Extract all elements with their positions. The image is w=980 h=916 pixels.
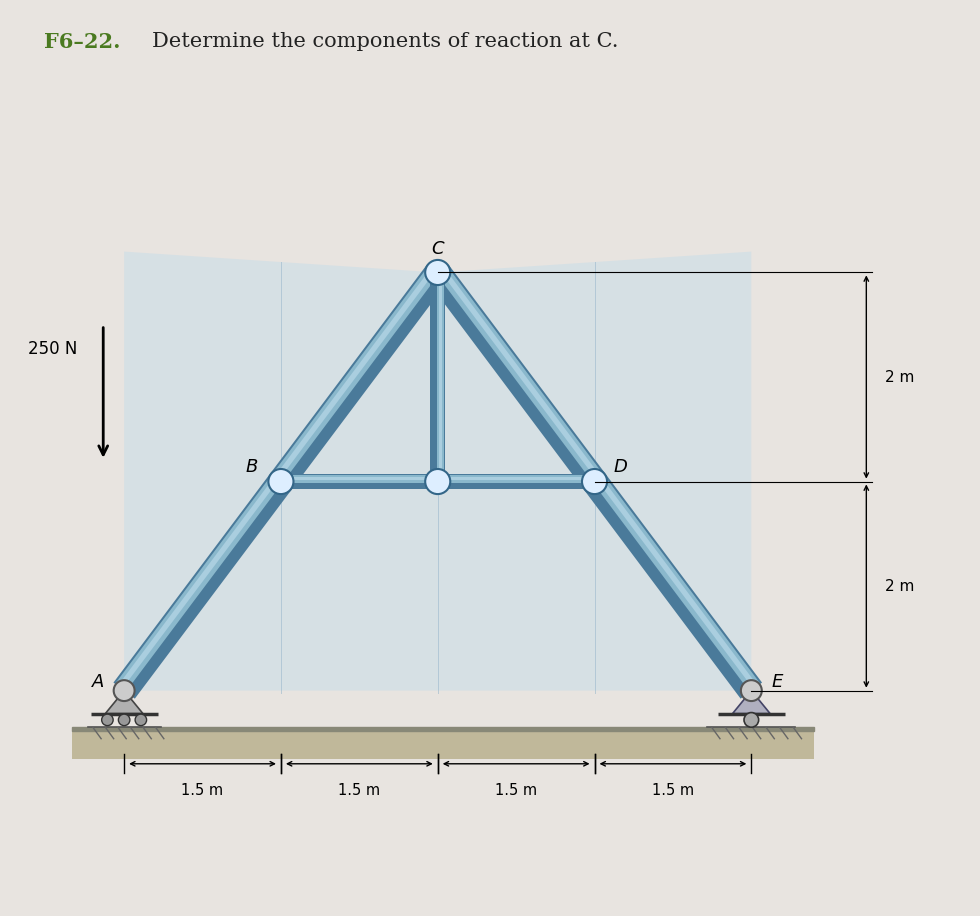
Text: 2 m: 2 m (885, 369, 914, 385)
Polygon shape (72, 731, 814, 758)
Circle shape (269, 469, 293, 494)
Polygon shape (118, 267, 435, 689)
Text: 1.5 m: 1.5 m (652, 782, 694, 798)
Polygon shape (430, 272, 445, 482)
Text: 250 N: 250 N (28, 341, 77, 358)
Text: F6–22.: F6–22. (44, 32, 121, 52)
Polygon shape (281, 474, 595, 489)
Polygon shape (105, 691, 143, 714)
Text: 1.5 m: 1.5 m (495, 782, 537, 798)
Text: D: D (613, 458, 627, 476)
Circle shape (744, 713, 759, 727)
Polygon shape (436, 266, 760, 692)
Polygon shape (114, 265, 449, 699)
Circle shape (114, 681, 134, 701)
Circle shape (582, 469, 607, 494)
Text: B: B (245, 458, 258, 476)
Polygon shape (437, 272, 444, 482)
Text: A: A (92, 673, 104, 692)
Text: 2 m: 2 m (885, 579, 914, 594)
Polygon shape (427, 265, 762, 699)
Text: E: E (772, 673, 783, 692)
Circle shape (119, 714, 130, 725)
Circle shape (102, 714, 113, 725)
Polygon shape (115, 266, 439, 692)
Polygon shape (439, 272, 442, 482)
Circle shape (135, 714, 147, 725)
Polygon shape (281, 475, 595, 483)
Text: 1.5 m: 1.5 m (338, 782, 380, 798)
Polygon shape (72, 727, 814, 731)
Polygon shape (124, 252, 752, 691)
Circle shape (741, 681, 761, 701)
Text: 1.5 m: 1.5 m (181, 782, 223, 798)
Polygon shape (732, 691, 770, 714)
Text: Determine the components of reaction at C.: Determine the components of reaction at … (152, 32, 618, 51)
Polygon shape (281, 477, 595, 480)
Circle shape (425, 469, 450, 494)
Text: C: C (431, 241, 444, 258)
Polygon shape (440, 267, 758, 689)
Circle shape (425, 260, 450, 285)
